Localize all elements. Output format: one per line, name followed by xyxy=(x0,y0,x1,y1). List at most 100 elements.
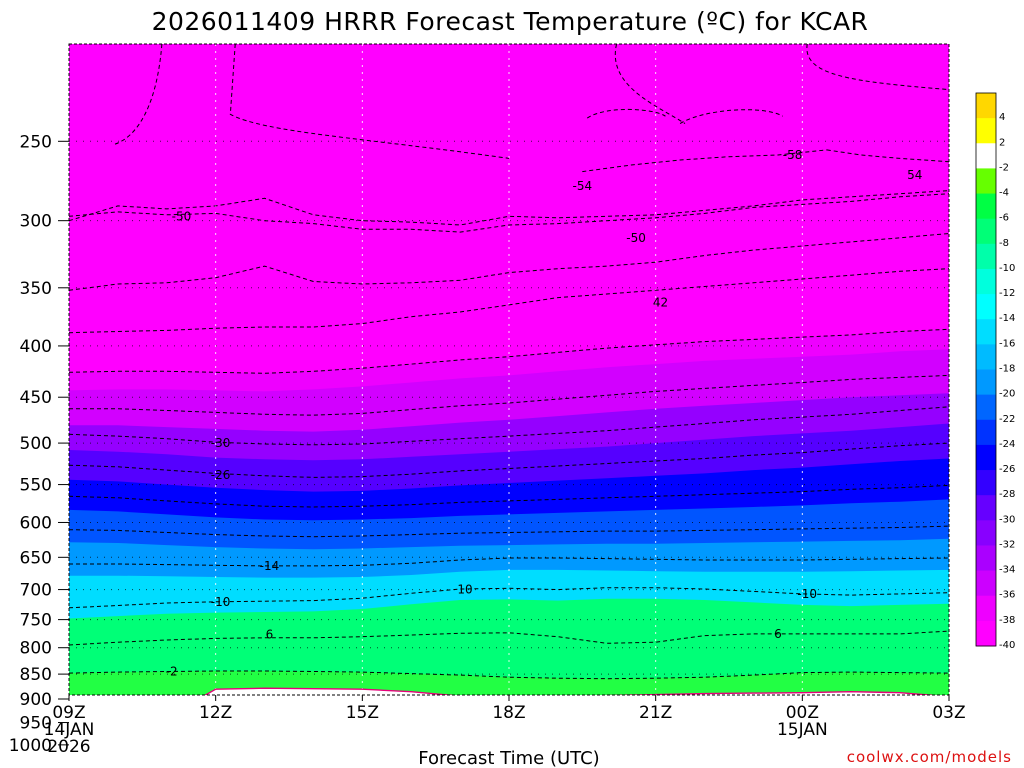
contour-line xyxy=(586,108,666,119)
colorbar-swatch xyxy=(976,470,996,496)
colorbar-label: 4 xyxy=(999,112,1005,123)
x-tick-label: 09Z xyxy=(52,703,85,723)
contour-line xyxy=(204,687,938,695)
y-tick-label: 250 xyxy=(20,132,52,152)
y-tick-label: 900 xyxy=(20,690,52,710)
contour-line xyxy=(679,109,784,124)
y-tick-label: 550 xyxy=(20,476,52,496)
colorbar-swatch xyxy=(976,143,996,169)
colorbar-label: -18 xyxy=(999,364,1015,375)
x-tick-label: 18Z xyxy=(492,703,525,723)
y-axis: 250 300 350 400 450 500 550 600 650 700 750 800 850 9… xyxy=(9,132,69,756)
contour-label: -30 xyxy=(211,436,231,450)
x-tick-label: 15Z xyxy=(346,703,379,723)
colorbar-swatch xyxy=(976,218,996,245)
contour-labels: -58 54 -54 -50 -50 42 -30 -26 -14 -10 10 -10 6 6 -2 xyxy=(166,148,923,679)
colorbar-swatch xyxy=(976,93,996,119)
colorbar-label: -38 xyxy=(999,615,1015,626)
contour-label: -58 xyxy=(783,148,803,162)
temperature-fill-bands xyxy=(69,44,949,734)
contour-label: -54 xyxy=(573,179,593,193)
contour-label: -50 xyxy=(626,231,646,245)
colorbar-swatch xyxy=(976,545,996,572)
colorbar-label: -24 xyxy=(999,439,1015,450)
contour-line xyxy=(69,193,949,233)
colorbar-swatch xyxy=(976,595,996,622)
contour-line xyxy=(69,190,949,226)
plot-area: -58 54 -54 -50 -50 42 -30 -26 -14 -10 10 -10 6 6 -2 xyxy=(69,44,949,734)
contour-line xyxy=(614,44,686,124)
colorbar: 4 2 -2 -4 -6 -8 -10 -12 -14 -16 -18 -20 -22 -24 -26 -28… xyxy=(975,92,1015,651)
colorbar-label: -40 xyxy=(999,640,1015,651)
x-tick-label: 03Z xyxy=(932,703,965,723)
credit-text: coolwx.com/models xyxy=(847,748,1012,766)
contour-line xyxy=(112,44,163,146)
colorbar-swatch xyxy=(976,620,996,647)
x-tick-label: 21Z xyxy=(639,703,672,723)
y-tick-label: 300 xyxy=(20,212,52,232)
colorbar-swatch xyxy=(976,444,996,471)
contour-label: -50 xyxy=(172,209,192,223)
contour-label: 10 xyxy=(457,583,472,597)
contour-line xyxy=(69,268,949,334)
colorbar-label: -20 xyxy=(999,389,1015,400)
contour-line xyxy=(269,725,352,728)
x-tick-label: 00Z xyxy=(786,703,819,723)
colorbar-label: -32 xyxy=(999,539,1015,550)
contour-label: 6 xyxy=(266,627,274,641)
colorbar-swatch xyxy=(976,419,996,446)
y-tick-label: 350 xyxy=(20,279,52,299)
colorbar-label: -10 xyxy=(999,263,1015,274)
contour-label: -2 xyxy=(166,665,178,679)
colorbar-label: -30 xyxy=(999,514,1015,525)
fill-band-above-4 xyxy=(411,726,607,734)
contour-line xyxy=(582,149,827,173)
contour-lines xyxy=(69,44,949,728)
contour-line xyxy=(69,233,949,291)
y-tick-label: 1000 xyxy=(9,736,52,756)
y-tick-label: 400 xyxy=(20,337,52,357)
x-axis-label: Forecast Time (UTC) xyxy=(418,748,599,768)
contour-label: -10 xyxy=(211,595,231,609)
colorbar-frame xyxy=(975,92,997,647)
y-tick-label: 650 xyxy=(20,548,52,568)
colorbar-label: -34 xyxy=(999,565,1015,576)
contour-label: -26 xyxy=(211,468,231,482)
colorbar-label: -14 xyxy=(999,313,1015,324)
y-tick-label: 600 xyxy=(20,513,52,533)
contour-label: -10 xyxy=(797,587,817,601)
contour-line xyxy=(826,149,949,163)
colorbar-label: -6 xyxy=(999,213,1009,224)
contour-line xyxy=(229,44,510,159)
colorbar-swatch xyxy=(976,118,996,144)
colorbar-swatch xyxy=(976,243,996,270)
chart-title: 2026011409 HRRR Forecast Temperature (ºC… xyxy=(152,7,869,36)
contour-line xyxy=(806,44,949,91)
x-tick-label: 14JAN xyxy=(44,720,95,740)
colorbar-swatch xyxy=(976,394,996,421)
y-tick-label: 500 xyxy=(20,434,52,454)
colorbar-label: -12 xyxy=(999,288,1015,299)
contour-label: 6 xyxy=(774,627,782,641)
colorbar-label: -4 xyxy=(999,188,1009,199)
x-tick-label: 12Z xyxy=(199,703,232,723)
y-tick-label: 700 xyxy=(20,581,52,601)
colorbar-label: 2 xyxy=(999,137,1005,148)
colorbar-label: -2 xyxy=(999,162,1009,173)
colorbar-label: -28 xyxy=(999,489,1015,500)
colorbar-swatch xyxy=(976,570,996,597)
y-tick-label: 950 xyxy=(20,714,52,734)
colorbar-swatch xyxy=(976,268,996,295)
y-tick-label: 450 xyxy=(20,388,52,408)
colorbar-swatch xyxy=(976,168,996,195)
y-tick-label: 800 xyxy=(20,639,52,659)
colorbar-swatch xyxy=(976,193,996,220)
colorbar-label: -16 xyxy=(999,338,1015,349)
colorbar-swatch xyxy=(976,520,996,546)
contour-label: 42 xyxy=(653,295,668,309)
colorbar-swatch xyxy=(976,344,996,370)
colorbar-swatch xyxy=(976,319,996,345)
x-tick-label: 2026 xyxy=(47,737,90,757)
colorbar-swatch xyxy=(976,294,996,320)
